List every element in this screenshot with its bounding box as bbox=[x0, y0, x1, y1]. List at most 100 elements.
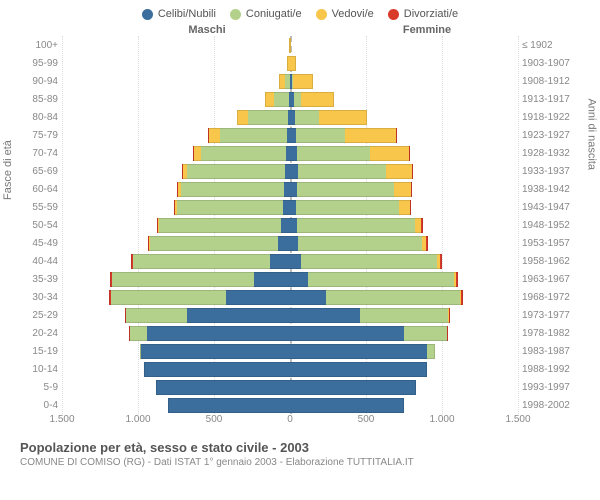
legend-swatch bbox=[142, 9, 153, 20]
bar-segment bbox=[290, 254, 301, 269]
birth-label: 1973-1977 bbox=[518, 310, 580, 321]
bar-segment bbox=[290, 290, 326, 305]
bar-segment bbox=[133, 254, 270, 269]
legend-item: Vedovi/e bbox=[316, 8, 374, 20]
legend-swatch bbox=[230, 9, 241, 20]
legend-item: Celibi/Nubili bbox=[142, 8, 216, 20]
age-row: 60-641938-1942 bbox=[20, 180, 580, 198]
bar-segment bbox=[412, 164, 413, 179]
chart-subtitle: COMUNE DI COMISO (RG) - Dati ISTAT 1° ge… bbox=[20, 457, 600, 468]
bar-segment bbox=[394, 182, 411, 197]
legend-label: Divorziati/e bbox=[404, 8, 458, 20]
birth-label: ≤ 1902 bbox=[518, 40, 580, 51]
bar-segment bbox=[126, 308, 187, 323]
age-label: 20-24 bbox=[20, 328, 62, 339]
bar-segment bbox=[396, 128, 397, 143]
male-bar bbox=[62, 380, 290, 395]
male-bar bbox=[62, 92, 290, 107]
bar-segment bbox=[177, 200, 283, 215]
bar-segment bbox=[237, 110, 248, 125]
age-row: 5-91993-1997 bbox=[20, 378, 580, 396]
female-bar bbox=[290, 236, 518, 251]
bars bbox=[62, 342, 518, 360]
female-bar bbox=[290, 218, 518, 233]
bar-segment bbox=[187, 308, 290, 323]
bar-rows: 100+≤ 190295-991903-190790-941908-191285… bbox=[20, 36, 580, 414]
bar-segment bbox=[421, 218, 423, 233]
bars bbox=[62, 90, 518, 108]
bar-segment bbox=[447, 326, 448, 341]
bars bbox=[62, 144, 518, 162]
age-label: 35-39 bbox=[20, 274, 62, 285]
female-bar bbox=[290, 308, 518, 323]
age-row: 25-29 1973-1977 bbox=[20, 306, 580, 324]
bar-segment bbox=[411, 182, 412, 197]
female-bar bbox=[290, 254, 518, 269]
bar-segment bbox=[410, 200, 411, 215]
bar-segment bbox=[294, 92, 301, 107]
male-bar bbox=[62, 56, 290, 71]
age-row: 80-841918-1922 bbox=[20, 108, 580, 126]
age-label: 100+ bbox=[20, 40, 62, 51]
male-bar bbox=[62, 164, 290, 179]
bars bbox=[62, 72, 518, 90]
bars bbox=[62, 396, 518, 414]
x-axis: 1.5001.00050005001.0001.500 bbox=[62, 414, 518, 432]
male-bar bbox=[62, 74, 290, 89]
bar-segment bbox=[290, 380, 416, 395]
bar-segment bbox=[290, 344, 427, 359]
birth-label: 1958-1962 bbox=[518, 256, 580, 267]
bar-segment bbox=[449, 308, 450, 323]
bars bbox=[62, 162, 518, 180]
bar-segment bbox=[345, 128, 397, 143]
bar-segment bbox=[150, 236, 278, 251]
male-bar bbox=[62, 200, 290, 215]
age-row: 20-24 1978-1982 bbox=[20, 324, 580, 342]
bar-segment bbox=[298, 164, 386, 179]
bar-segment bbox=[209, 128, 220, 143]
female-bar bbox=[290, 164, 518, 179]
legend-label: Vedovi/e bbox=[332, 8, 374, 20]
female-bar bbox=[290, 362, 518, 377]
bars bbox=[62, 234, 518, 252]
birth-label: 1933-1937 bbox=[518, 166, 580, 177]
bar-segment bbox=[301, 254, 438, 269]
bar-segment bbox=[156, 380, 290, 395]
age-label: 30-34 bbox=[20, 292, 62, 303]
bar-segment bbox=[181, 182, 284, 197]
birth-label: 1978-1982 bbox=[518, 328, 580, 339]
age-row: 70-741928-1932 bbox=[20, 144, 580, 162]
header-males: Maschi bbox=[62, 24, 292, 36]
bar-segment bbox=[461, 290, 463, 305]
bar-segment bbox=[298, 236, 423, 251]
bar-segment bbox=[290, 218, 297, 233]
bar-segment bbox=[290, 326, 404, 341]
female-bar bbox=[290, 200, 518, 215]
female-bar bbox=[290, 128, 518, 143]
legend-item: Divorziati/e bbox=[388, 8, 458, 20]
bars bbox=[62, 36, 518, 54]
female-bar bbox=[290, 290, 518, 305]
bars bbox=[62, 306, 518, 324]
male-bar bbox=[62, 326, 290, 341]
male-bar bbox=[62, 128, 290, 143]
bar-segment bbox=[427, 344, 435, 359]
male-bar bbox=[62, 218, 290, 233]
plot-area: 100+≤ 190295-991903-190790-941908-191285… bbox=[20, 36, 580, 414]
xtick: 1.500 bbox=[505, 414, 530, 425]
bar-segment bbox=[386, 164, 412, 179]
bar-segment bbox=[283, 200, 290, 215]
age-row: 100+ ≤ 1902 bbox=[20, 36, 580, 54]
bars bbox=[62, 108, 518, 126]
age-label: 25-29 bbox=[20, 310, 62, 321]
xtick: 500 bbox=[206, 414, 223, 425]
bar-segment bbox=[360, 308, 448, 323]
bar-segment bbox=[295, 110, 319, 125]
bar-segment bbox=[254, 272, 290, 287]
yaxis-right-title: Anni di nascita bbox=[586, 98, 598, 170]
legend-label: Celibi/Nubili bbox=[158, 8, 216, 20]
bars bbox=[62, 216, 518, 234]
bar-segment bbox=[290, 56, 296, 71]
male-bar bbox=[62, 344, 290, 359]
age-label: 75-79 bbox=[20, 130, 62, 141]
